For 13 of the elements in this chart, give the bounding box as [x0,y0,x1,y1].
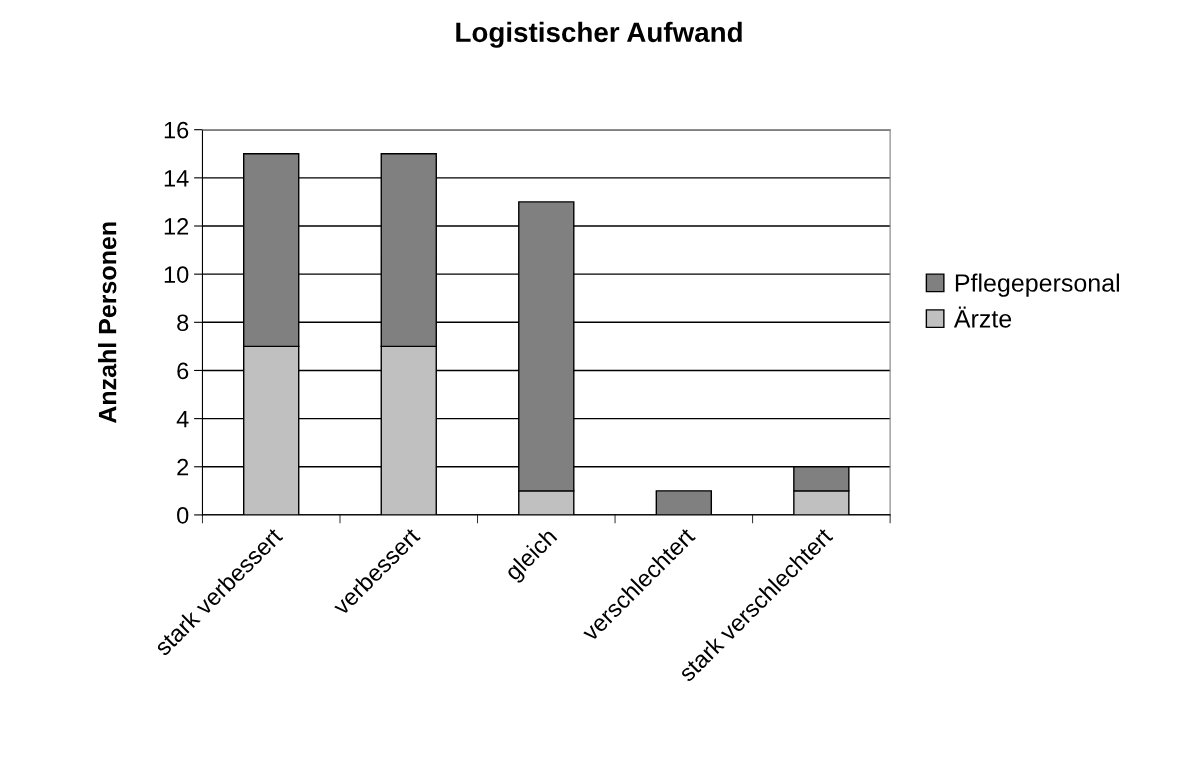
y-tick-label: 14 [164,170,189,187]
chart-title: Logistischer Aufwand [456,21,742,48]
y-axis-title: Anzahl Personen [98,222,117,424]
y-tick-label: 2 [177,458,189,476]
legend-label: Pflegepersonal [955,273,1119,297]
y-tick-label: 6 [177,362,189,380]
y-tick-label: 8 [177,314,189,332]
y-tick-label: 0 [177,506,189,524]
y-tick-label: 12 [164,218,189,235]
y-tick-label: 4 [176,410,189,428]
legend-label: Ärzte [953,306,1012,328]
y-tick-label: 10 [164,266,189,283]
y-tick-label: 16 [164,121,189,139]
